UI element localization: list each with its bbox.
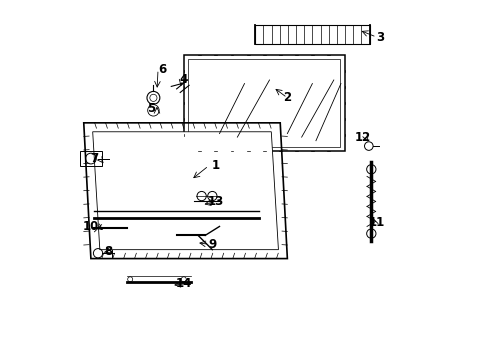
Text: 10: 10 <box>82 220 99 233</box>
Text: 6: 6 <box>158 63 166 76</box>
Text: 2: 2 <box>283 91 291 104</box>
Text: 9: 9 <box>208 238 216 251</box>
Text: 12: 12 <box>353 131 370 144</box>
Text: 13: 13 <box>207 195 224 208</box>
Circle shape <box>366 229 375 238</box>
Text: 7: 7 <box>90 152 98 165</box>
Text: 1: 1 <box>211 159 220 172</box>
Text: 11: 11 <box>368 216 384 229</box>
Polygon shape <box>183 55 344 152</box>
Text: 4: 4 <box>179 73 187 86</box>
Polygon shape <box>93 132 278 249</box>
Text: 14: 14 <box>175 277 192 290</box>
Text: 5: 5 <box>147 102 156 115</box>
Circle shape <box>366 165 375 174</box>
Text: 8: 8 <box>104 245 113 258</box>
Circle shape <box>127 277 132 282</box>
Circle shape <box>181 277 186 282</box>
Text: 3: 3 <box>375 31 384 44</box>
